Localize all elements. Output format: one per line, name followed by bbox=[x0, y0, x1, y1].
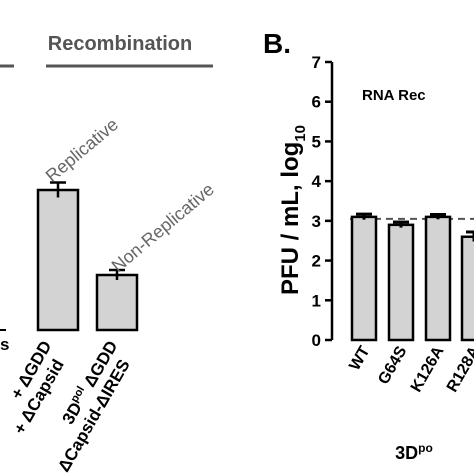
panel-b: B. RNA Rec PFU / mL, log10 0 1 2 3 4 5 6 7 WT G6… bbox=[263, 28, 474, 463]
panel-b-bar-0 bbox=[350, 215, 378, 342]
panel-b-ytick-label-4: 4 bbox=[312, 172, 322, 191]
panel-b-ylabel-sub: 10 bbox=[292, 125, 309, 142]
panel-a-partial-label: s bbox=[0, 335, 9, 354]
panel-b-xlabel: 3Dpo bbox=[395, 441, 433, 463]
panel-a-bar-0 bbox=[36, 188, 80, 332]
panel-b-bars bbox=[350, 212, 474, 342]
panel-a-header: Recombination bbox=[48, 33, 192, 55]
panel-b-ytick-label-5: 5 bbox=[312, 132, 321, 151]
panel-a-bar-1 bbox=[95, 273, 139, 332]
panel-a-bars bbox=[0, 181, 139, 332]
panel-b-ytick-label-3: 3 bbox=[312, 212, 321, 231]
panel-b-ylabel-main: PFU / mL, log bbox=[277, 142, 304, 295]
panel-b-bar-2 bbox=[424, 215, 452, 342]
panel-a-annotation-0: Replicative bbox=[42, 114, 122, 186]
panel-b-xtick-label-3: R128A bbox=[444, 343, 474, 395]
panel-b-ytick-label-0: 0 bbox=[312, 331, 321, 350]
panel-b-ytick-label-1: 1 bbox=[312, 291, 321, 310]
panel-b-ytick-label-2: 2 bbox=[312, 252, 321, 271]
panel-b-xtick-label-1: G64S bbox=[375, 343, 410, 387]
panel-b-xtick-label-0: WT bbox=[346, 343, 373, 373]
panel-b-xlabel-main: 3D bbox=[395, 443, 418, 463]
panel-b-bar-3 bbox=[460, 235, 474, 342]
panel-b-ylabel: PFU / mL, log10 bbox=[277, 125, 309, 295]
panel-b-label: B. bbox=[263, 28, 291, 59]
panel-a-annotation-1: Non-Replicative bbox=[108, 179, 218, 276]
panel-b-title: RNA Rec bbox=[362, 87, 426, 104]
panel-b-x-tick-labels: WTG64SK126AR128AK bbox=[346, 343, 474, 395]
panel-b-xtick-label-2: K126A bbox=[408, 343, 448, 395]
panel-a: Recombination ReplicativeNon-Replicative… bbox=[0, 33, 218, 474]
panel-b-y-axis: 0 1 2 3 4 5 6 7 bbox=[312, 53, 334, 350]
panel-b-bar-1 bbox=[387, 223, 415, 342]
panel-b-xlabel-sup: po bbox=[418, 441, 433, 455]
panel-b-ytick-label-6: 6 bbox=[312, 93, 321, 112]
panel-b-ytick-label-7: 7 bbox=[312, 53, 321, 72]
